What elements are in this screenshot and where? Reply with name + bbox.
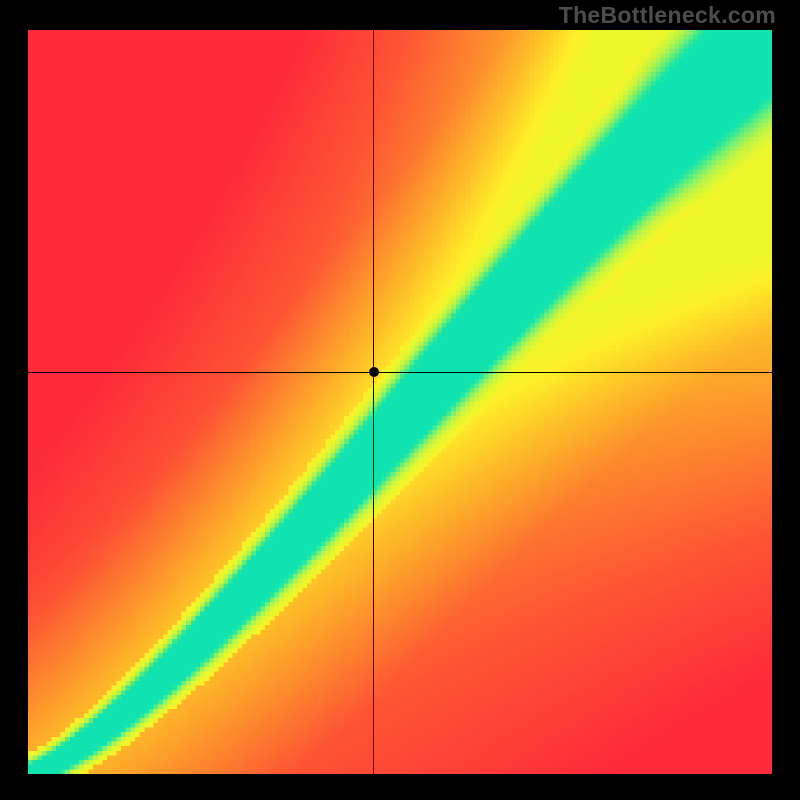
crosshair-horizontal [28,372,772,373]
bottleneck-heatmap [28,30,772,774]
crosshair-vertical [373,30,374,774]
watermark-text: TheBottleneck.com [559,2,776,29]
chart-container: TheBottleneck.com [0,0,800,800]
